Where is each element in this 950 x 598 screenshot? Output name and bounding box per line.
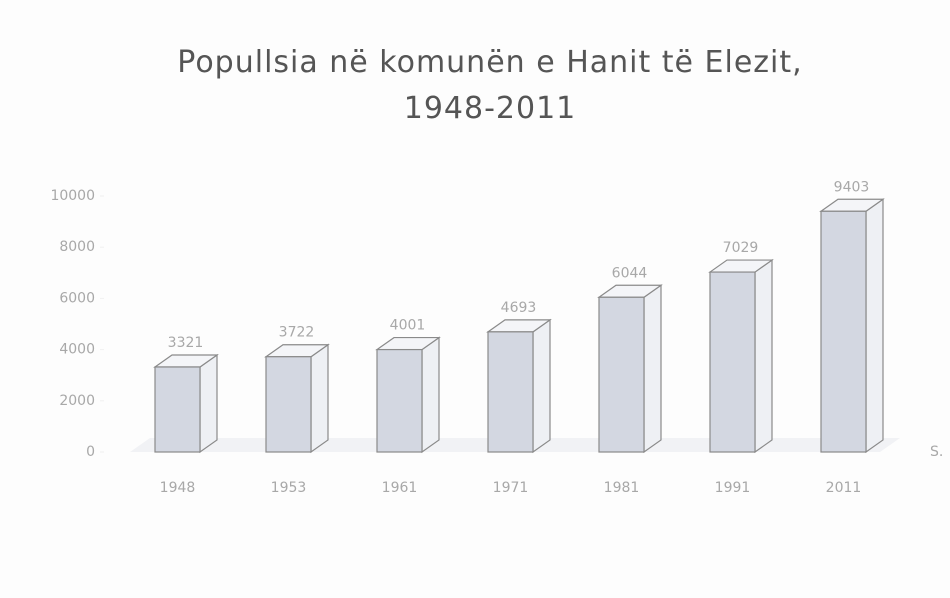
x-axis-label: S.	[930, 444, 943, 460]
value-label: 9403	[834, 179, 870, 195]
chart-title: Popullsia në komunën e Hanit të Elezit, …	[177, 45, 803, 126]
bar-side	[310, 343, 329, 454]
bar	[598, 296, 645, 453]
bar	[709, 271, 756, 453]
value-label: 7029	[723, 240, 759, 256]
y-tick-label: 4000	[59, 342, 95, 358]
x-tick-label: 1948	[160, 480, 196, 496]
y-tick-label: 8000	[59, 239, 95, 255]
bar-side	[754, 258, 773, 454]
bar-side	[199, 353, 218, 454]
x-tick-label: 1991	[715, 480, 751, 496]
y-tick-label: 10000	[50, 188, 95, 204]
value-label: 3722	[279, 325, 315, 341]
y-tick-label: 6000	[59, 290, 95, 306]
value-label: 6044	[612, 265, 648, 281]
y-tick-label: 2000	[59, 393, 95, 409]
bar	[820, 210, 867, 453]
bar-side	[643, 284, 662, 454]
y-tick-label: 0	[86, 444, 95, 460]
bar-side	[865, 198, 884, 454]
value-label: 4693	[501, 300, 537, 316]
bar-side	[421, 336, 440, 454]
bar	[154, 366, 201, 453]
x-tick-label: 1971	[493, 480, 529, 496]
bar	[487, 331, 534, 453]
bar	[265, 356, 312, 453]
x-tick-label: 1953	[271, 480, 307, 496]
x-tick-label: 1961	[382, 480, 418, 496]
x-tick-label: 2011	[826, 480, 862, 496]
x-tick-label: 1981	[604, 480, 640, 496]
value-label: 4001	[390, 318, 426, 334]
bar	[376, 348, 423, 453]
bar-side	[532, 318, 551, 454]
value-label: 3321	[168, 335, 204, 351]
